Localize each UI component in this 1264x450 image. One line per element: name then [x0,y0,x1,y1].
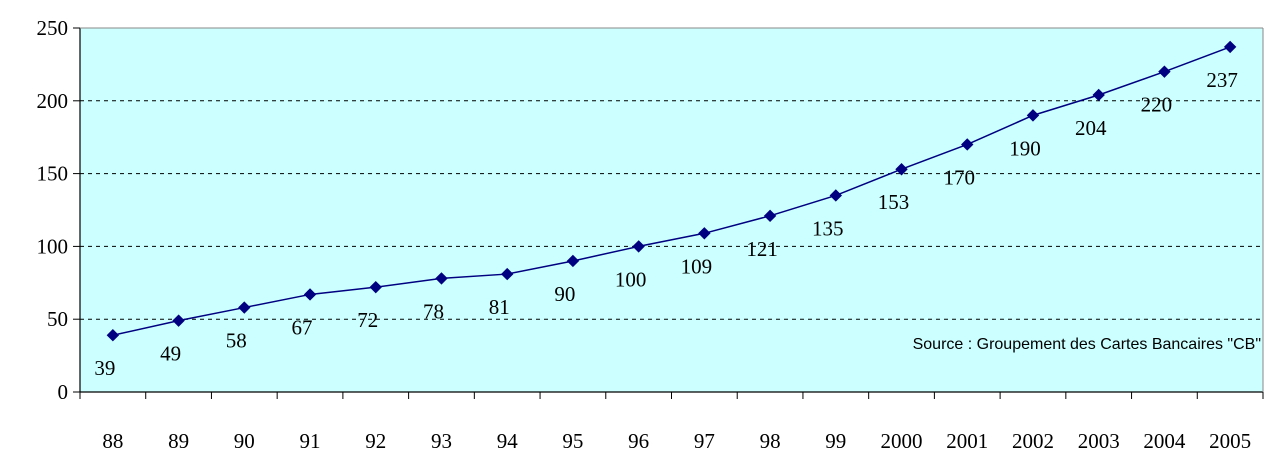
x-tick-label-2005: 2005 [1209,429,1251,450]
data-point-91 [303,288,317,301]
x-tick-label-91: 91 [300,429,321,450]
data-point-99 [829,189,843,202]
data-label-2001: 170 [944,165,976,189]
data-point-95 [566,254,580,268]
data-label-97: 109 [681,254,713,278]
data-point-2004 [1158,65,1171,78]
data-point-96 [632,240,645,253]
data-point-97 [698,227,711,240]
x-tick-label-95: 95 [562,429,583,450]
data-point-93 [435,272,448,285]
x-tick-label-2000: 2000 [881,429,923,450]
data-point-98 [763,209,777,223]
data-label-2000: 153 [878,190,910,214]
x-tick-label-96: 96 [628,429,649,450]
data-label-2003: 204 [1075,116,1107,140]
data-point-94 [500,267,514,281]
data-point-2000 [895,163,908,176]
data-point-90 [238,301,251,314]
data-label-99: 135 [812,216,844,240]
y-tick-label-150: 150 [37,162,69,186]
data-point-2003 [1092,88,1105,102]
data-label-95: 90 [554,282,575,306]
data-label-93: 78 [423,299,444,323]
y-axis-ticks: 0 50 100 150 200 250 [37,16,80,404]
x-tick-label-2003: 2003 [1078,429,1120,450]
x-tick-label-89: 89 [168,429,189,450]
x-tick-label-2002: 2002 [1012,429,1054,450]
data-point-88 [106,329,120,342]
x-tick-label-2001: 2001 [946,429,988,450]
x-tick-label-99: 99 [825,429,846,450]
data-point-2002 [1026,109,1040,122]
y-tick-label-250: 250 [37,16,69,40]
x-tick-label-88: 88 [102,429,123,450]
x-tick-label-92: 92 [365,429,386,450]
x-tick-label-2004: 2004 [1143,429,1186,450]
data-label-2005: 237 [1206,68,1238,92]
source-annotation: Source : Groupement des Cartes Bancaires… [913,336,1261,353]
data-label-90: 58 [226,329,247,353]
data-label-88: 39 [94,356,115,380]
data-label-2002: 190 [1009,136,1041,160]
x-tick-label-98: 98 [760,429,781,450]
x-tick-label-90: 90 [234,429,255,450]
data-label-89: 49 [160,342,181,366]
data-label-92: 72 [357,308,378,332]
series-group [106,40,1237,342]
x-tick-label-97: 97 [694,429,715,450]
data-point-92 [369,280,382,294]
data-label-96: 100 [615,267,647,291]
x-tick-label-93: 93 [431,429,452,450]
data-point-2001 [961,138,974,151]
plot-area [80,28,1263,392]
y-tick-label-200: 200 [37,89,69,113]
data-label-98: 121 [746,237,778,261]
y-tick-label-50: 50 [47,307,68,331]
data-label-2004: 220 [1141,93,1173,117]
data-point-2005 [1223,40,1237,54]
x-axis-ticks: 88 89 90 91 92 93 94 95 96 97 98 99 2000 2001 2002 2003… [79,392,1264,450]
data-labels: 39 49 58 67 72 78 81 90 100 109 121 135 153 170 190 204… [94,68,1238,380]
data-point-89 [172,314,185,327]
x-tick-label-94: 94 [497,429,519,450]
y-tick-label-100: 100 [37,234,69,258]
series-line [112,46,1231,336]
data-label-94: 81 [489,295,510,319]
data-label-91: 67 [292,315,313,339]
y-tick-label-0: 0 [58,380,69,404]
